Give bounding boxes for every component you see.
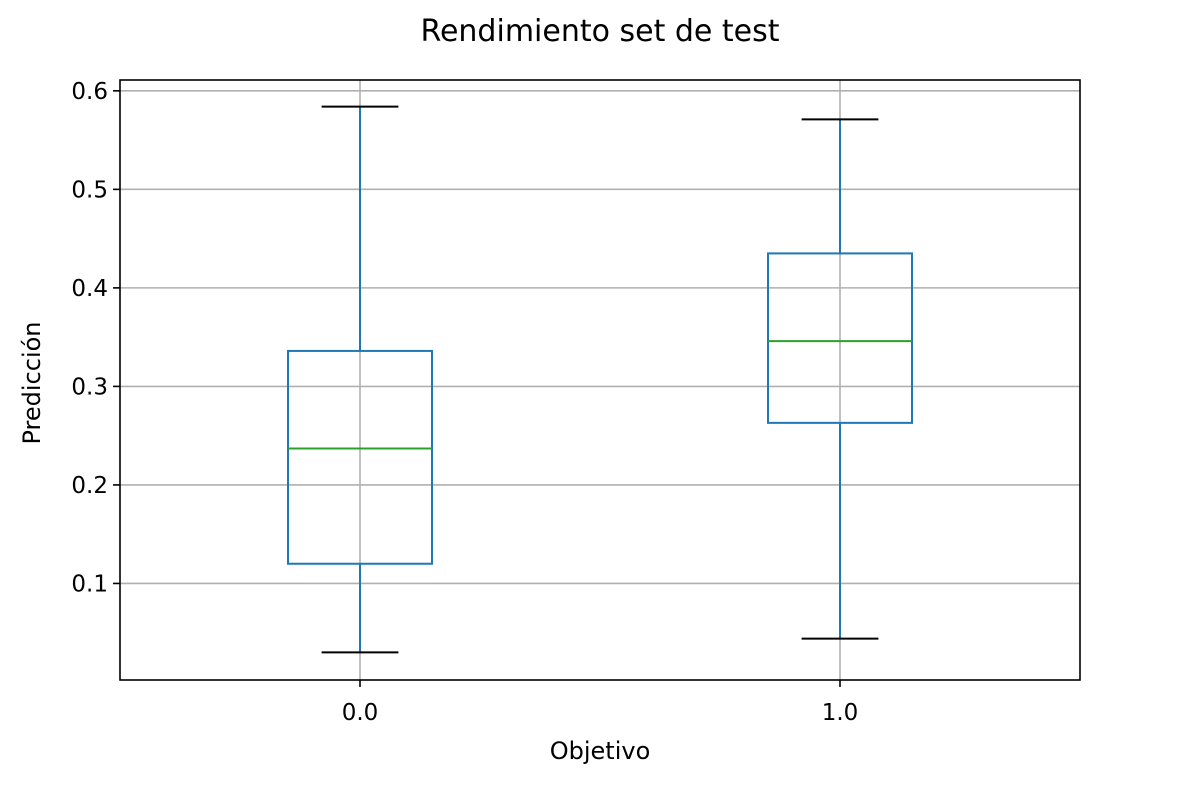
x-axis-label: Objetivo xyxy=(550,737,651,765)
box-1.0 xyxy=(767,118,913,640)
iqr-box xyxy=(767,252,913,424)
plot-frame xyxy=(119,79,1081,681)
iqr-box xyxy=(287,349,433,565)
box-series xyxy=(287,105,913,654)
y-tick-label: 0.2 xyxy=(71,473,108,499)
y-axis-label: Predicción xyxy=(18,321,46,444)
chart-title: Rendimiento set de test xyxy=(420,14,779,49)
y-tick-label: 0.6 xyxy=(71,79,108,105)
box-0.0 xyxy=(287,105,433,654)
ticks: 0.1 0.2 0.3 0.4 0.5 0.6 0.0 1.0 xyxy=(71,79,858,726)
y-tick-label: 0.3 xyxy=(71,374,108,400)
y-tick-label: 0.5 xyxy=(71,177,108,203)
grid xyxy=(120,80,1080,680)
x-tick-label: 1.0 xyxy=(822,700,859,726)
y-tick-label: 0.4 xyxy=(71,276,108,302)
x-tick-label: 0.0 xyxy=(342,700,379,726)
y-tick-label: 0.1 xyxy=(71,571,108,597)
